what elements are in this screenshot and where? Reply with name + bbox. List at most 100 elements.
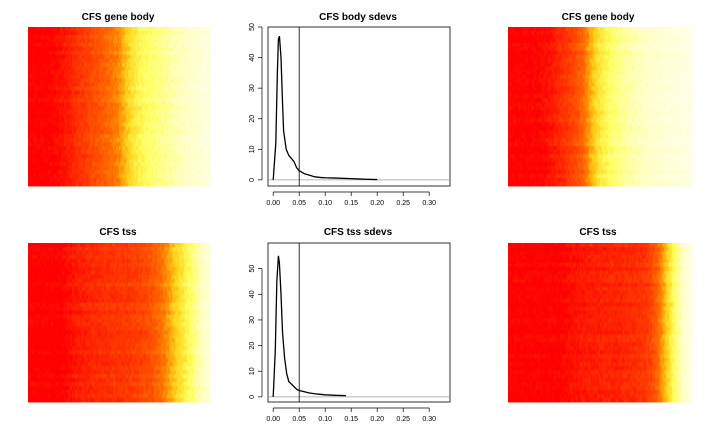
heatmap-cell [199,50,202,56]
heatmap-cell [40,54,43,60]
heatmap-cell [31,42,33,48]
heatmap-cell [169,50,171,56]
heatmap-cell [55,27,58,32]
heatmap-cell [40,30,43,36]
heatmap-cell [125,38,127,44]
heatmap-cell [38,50,41,56]
heatmap-cell [94,54,97,60]
heatmap-cell [170,34,173,40]
heatmap-cell [111,30,114,36]
heatmap-cell [175,46,178,52]
heatmap-cell [52,46,55,52]
heatmap-cell [85,54,88,60]
heatmap-cell [108,42,111,48]
heatmap-cell [88,38,91,44]
heatmap-cell [35,50,38,56]
heatmap-cell [105,46,108,52]
heatmap-cell [34,50,36,56]
heatmap-cell [37,30,40,36]
heatmap-cell [41,27,44,32]
heatmap-cell [208,106,211,111]
heatmap-cell [41,30,44,36]
heatmap-cell [67,54,70,60]
heatmap-cell [200,42,203,48]
heatmap-cell [208,174,211,179]
heatmap-cell [103,50,106,56]
x-tick-label: 0.10 [318,200,332,207]
heatmap-cell [87,42,90,48]
heatmap-cell [97,30,100,36]
heatmap-cell [55,54,58,60]
heatmap-cell [184,30,187,36]
heatmap-cell [138,46,141,52]
density-curve [272,35,378,181]
heatmap-cell [208,70,211,76]
heatmap-cell [208,46,211,52]
heatmap-cell [190,46,193,52]
heatmap-cell [143,34,146,40]
heatmap-cell [138,54,141,60]
heatmap-cell [34,27,36,32]
heatmap-cell [73,54,76,60]
heatmap-cell [35,27,38,32]
heatmap-cell [162,50,165,56]
heatmap-cell [135,50,138,56]
heatmap-cell [81,50,83,56]
heatmap-cell [103,42,106,48]
heatmap-cell [135,42,138,48]
heatmap-cell [41,54,44,60]
heatmap-cell [34,42,36,48]
heatmap-cell [208,170,211,175]
heatmap-cell [97,38,100,44]
heatmap-cell [146,27,149,32]
heatmap-cell [208,182,211,187]
heatmap-cell [126,38,129,44]
heatmap-tss-right-title: CFS tss [579,227,617,238]
heatmap-cell [208,27,211,32]
heatmap-cell [203,42,206,48]
heatmap-cell [182,30,185,36]
heatmap-cell [53,50,56,56]
heatmap-cell [208,118,211,123]
heatmap-cell [56,34,59,40]
heatmap-cell [166,42,168,48]
heatmap-cell [193,42,196,48]
heatmap-cell [82,34,85,40]
heatmap-cell [193,30,196,36]
heatmap-cell [123,54,126,60]
heatmap-cell [208,50,211,56]
heatmap-cell [81,38,83,44]
heatmap-cell [170,46,173,52]
heatmap-cell [88,30,91,36]
heatmap-cell [38,34,41,40]
heatmap-cell [206,34,209,40]
heatmap-cell [103,30,106,36]
heatmap-cell [49,30,52,36]
heatmap-cell [141,38,144,44]
heatmap-cell [205,30,208,36]
heatmap-cell [128,54,131,60]
heatmap-cell [32,46,35,52]
heatmap-cell [132,42,135,48]
heatmap-cell [193,46,196,52]
heatmap-cell [71,30,74,36]
heatmap-cell [112,27,115,32]
heatmap-cell [125,34,127,40]
heatmap-cell [84,27,87,32]
heatmap-cell [59,30,62,36]
x-tick-label: 0.20 [370,200,384,207]
heatmap-cell [120,38,123,44]
heatmap-cell [28,30,30,36]
heatmap-cell [206,42,209,48]
heatmap-cell [178,27,181,32]
heatmap-cell [200,30,203,36]
heatmap-cell [196,38,199,44]
heatmap-cell [167,38,170,44]
heatmap-cell [114,34,117,40]
x-tick-label: 0.05 [292,200,306,207]
heatmap-cell [67,50,70,56]
heatmap-cell [191,42,194,48]
heatmap-cell [141,27,144,32]
heatmap-cell [149,38,152,44]
heatmap-cell [43,34,46,40]
